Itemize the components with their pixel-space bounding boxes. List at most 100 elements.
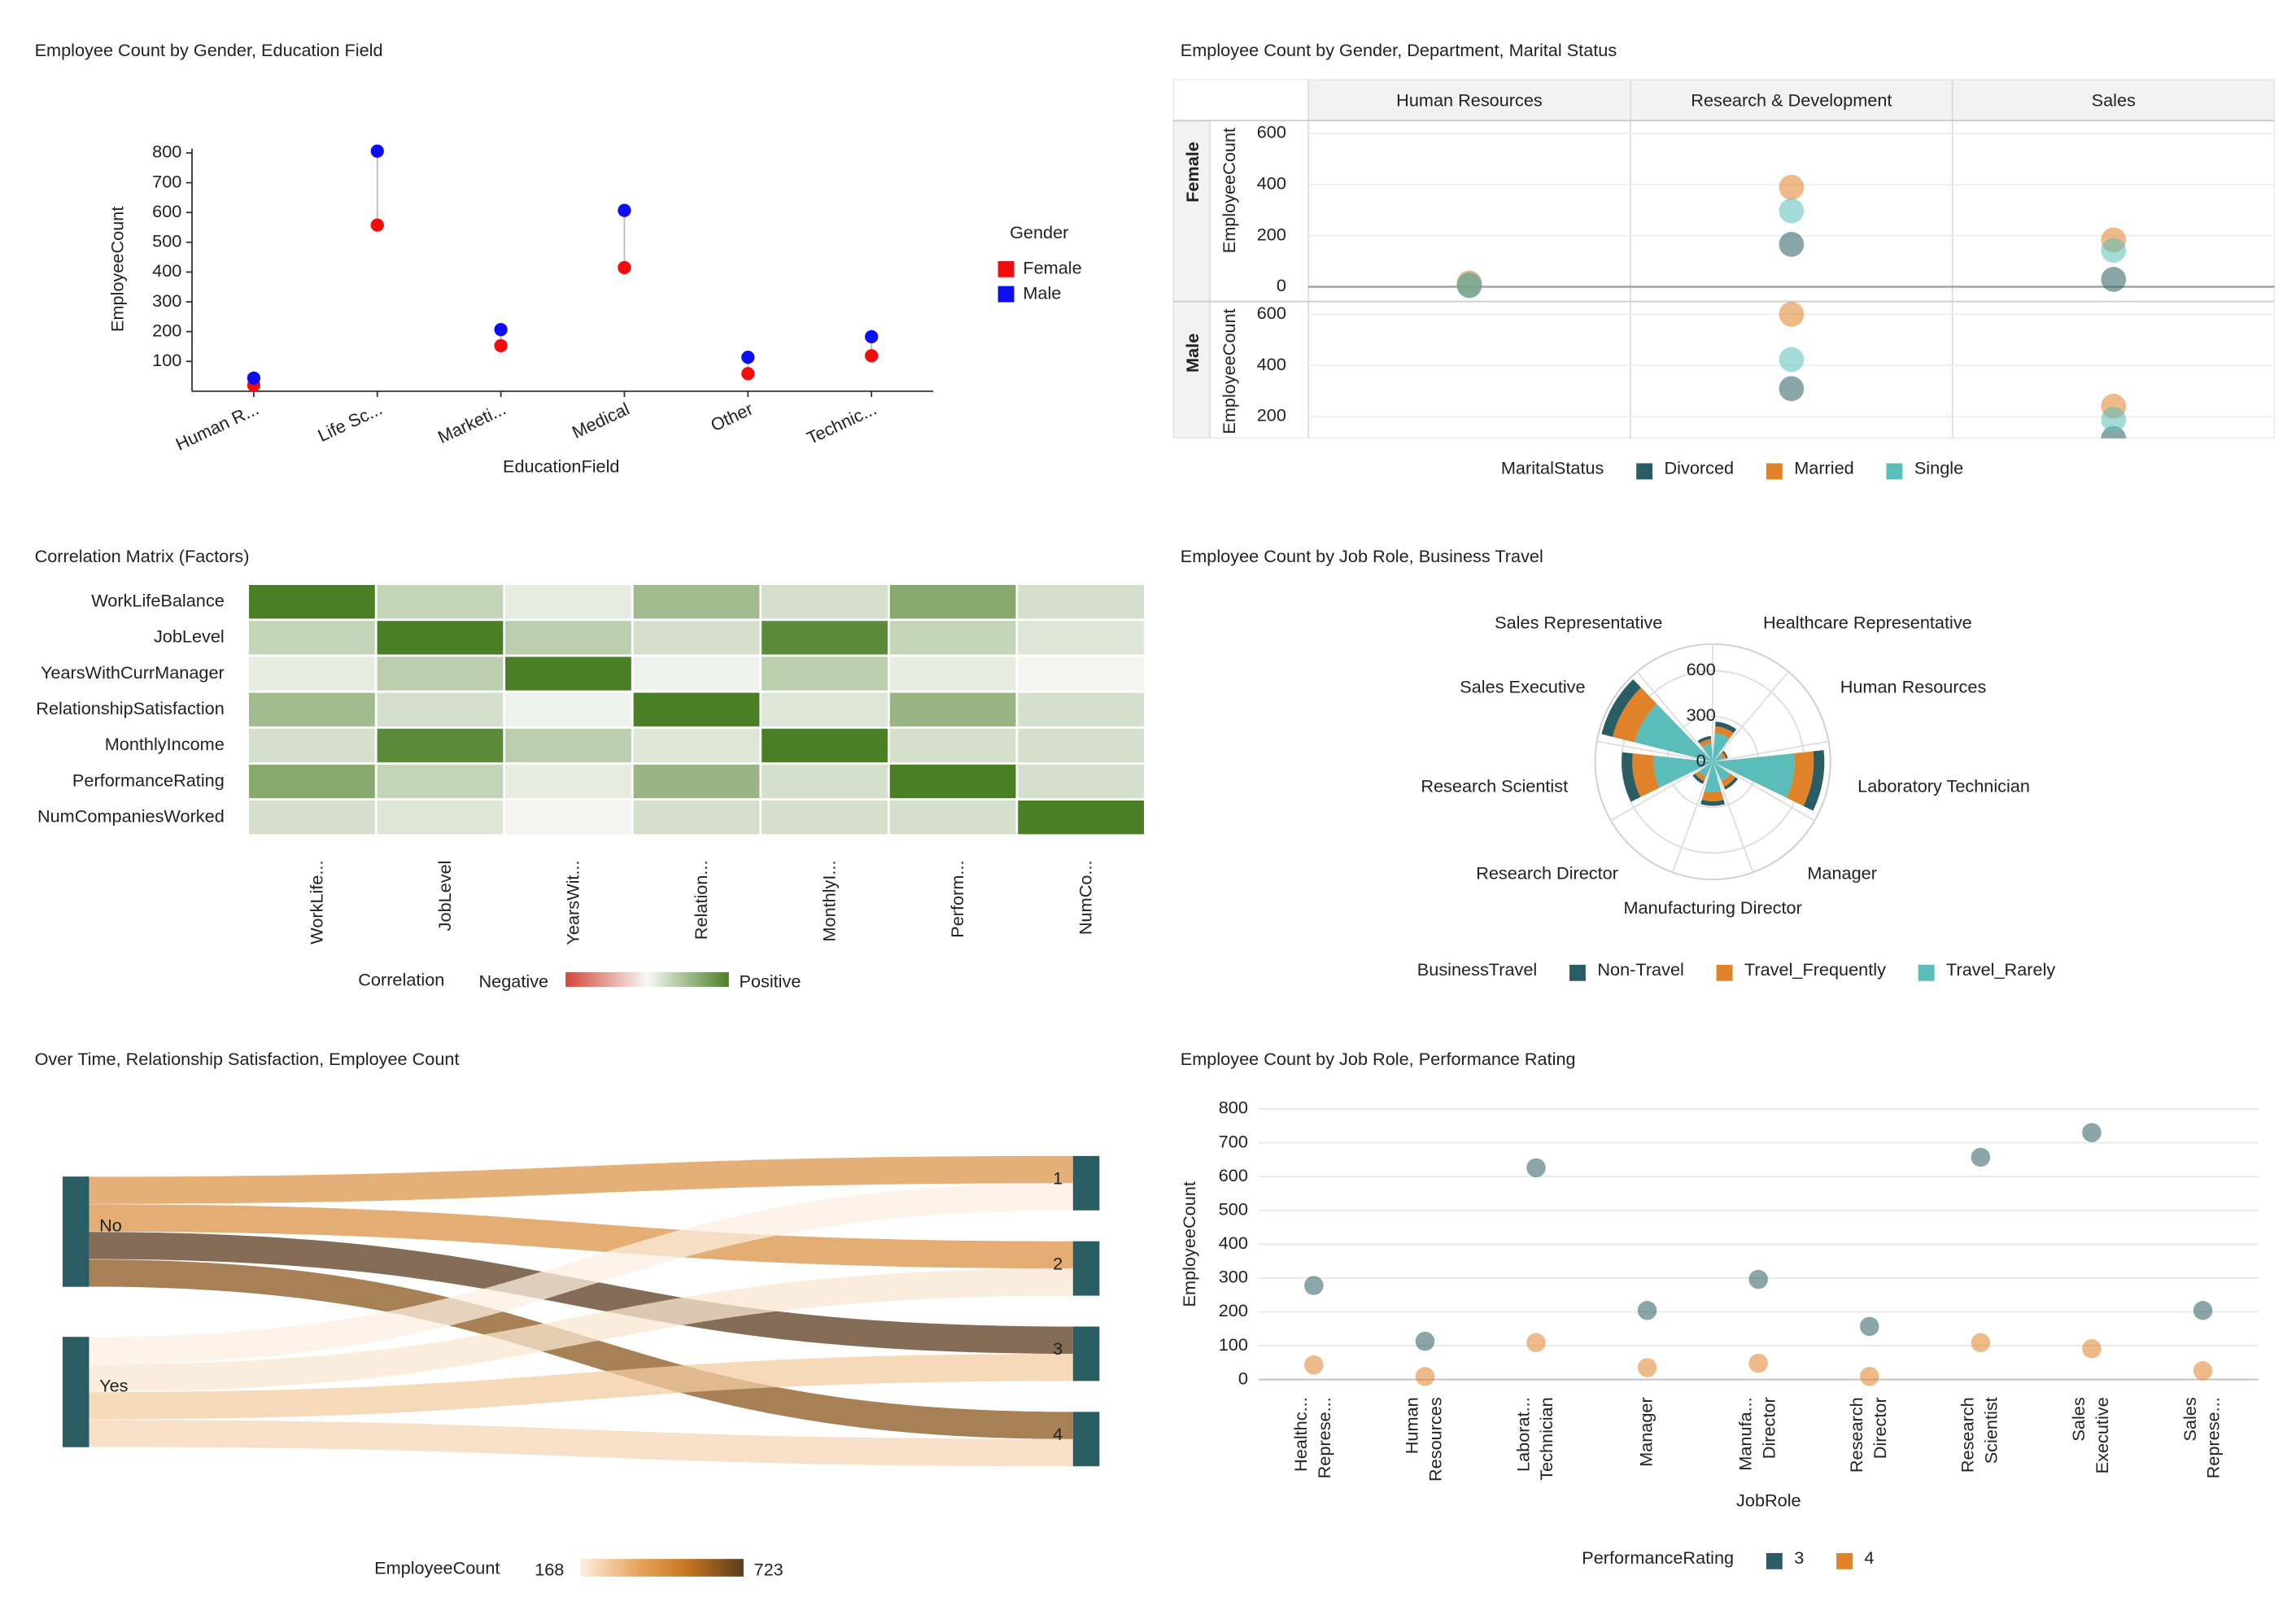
y-tick-label: 600 [1219,1165,1248,1185]
legend-label: Divorced [1665,457,1735,478]
point [2193,1361,2213,1381]
heat-cell [503,726,634,765]
category-label: Human Resources [1840,677,1987,697]
legend-swatch [1569,964,1586,981]
y-tick-label: 100 [152,350,181,370]
legend-label: Female [1023,258,1081,278]
point [370,218,384,232]
point [1415,1331,1435,1351]
point [1526,1333,1546,1353]
point [618,260,631,275]
node [62,1176,89,1287]
polar-bar [1697,735,1712,744]
point [1526,1158,1546,1178]
x-tick-label: Human [1402,1397,1422,1454]
point [741,350,755,364]
point [1971,1147,1991,1167]
column-header: Human Resources [1396,89,1543,110]
row-label: RelationshipSatisfaction [36,698,224,718]
heat-cell [247,618,378,657]
heat-cell [374,762,506,801]
spoke [1712,740,1829,763]
link [89,1204,1073,1269]
polar-bar [1622,752,1641,802]
point [1304,1276,1324,1295]
point [1860,1367,1879,1386]
point [1779,347,1805,373]
y-tick-label: 500 [1219,1198,1248,1219]
heat-cell [503,654,634,693]
legend-gradient [580,1559,744,1577]
link [89,1232,1073,1354]
point [2101,407,2127,432]
heat-cell [887,654,1019,693]
legend-label: Travel_Rarely [1946,959,2055,980]
link [89,1268,1073,1392]
polar-bar [1695,770,1706,782]
row-label: Male [1182,334,1203,373]
y-tick-label: 200 [1219,1300,1248,1320]
legend-min: 168 [535,1559,564,1579]
x-tick-label: Executive [2092,1397,2112,1473]
heat-cell [247,654,378,693]
legend-title: EmployeeCount [374,1558,500,1578]
heat-cell [631,690,762,729]
column-label: JobLevel [434,861,455,932]
heat-cell [887,618,1019,657]
y-tick-label: 0 [1277,456,1286,477]
y-tick-label: 700 [1219,1131,1248,1151]
legend-swatch [1836,1552,1853,1569]
legend-title: PerformanceRating [1582,1547,1734,1568]
polar-bar [1692,773,1705,784]
polar-bar [1699,739,1712,748]
node-label: Yes [99,1375,129,1395]
y-axis-title: EmployeeCount [1179,1181,1199,1307]
y-tick-label: 0 [1277,275,1286,295]
x-tick-label: Human R... [172,399,262,455]
polar-bar [1635,704,1713,762]
category-label: Manufacturing Director [1623,897,1801,918]
node [1072,1326,1100,1381]
spoke [1671,762,1714,873]
x-tick-label: Sales [2180,1397,2200,1441]
heat-cell [503,762,634,801]
heat-cell [247,690,378,729]
node [1072,1155,1100,1211]
point [1779,301,1805,327]
heat-cell [247,726,378,765]
node-label: No [99,1215,122,1235]
point [247,371,261,385]
x-tick-label: Technician [1536,1397,1556,1480]
y-tick-label: 700 [152,171,181,191]
legend-label: Single [1914,457,1963,478]
link [89,1353,1073,1420]
link [89,1259,1073,1439]
row-label: MonthlyIncome [105,734,225,754]
heat-cell [759,762,890,801]
heat-cell [1015,654,1146,693]
category-label: Sales Representative [1495,612,1662,632]
heat-cell [503,798,634,837]
point [1456,272,1482,298]
polar-bar [1713,733,1730,762]
polar-bar [1701,744,1713,762]
y-tick-label: 100 [1219,1334,1248,1355]
y-tick-label: 400 [1257,173,1286,194]
heat-cell [631,798,762,837]
legend-label: Male [1023,282,1061,303]
heat-cell [374,583,506,622]
polar-bar [1715,722,1737,733]
x-tick-label: Manufa... [1735,1397,1755,1470]
y-tick-label: 400 [1257,354,1286,374]
polar-bar [1632,753,1660,797]
legend-label: Travel_Frequently [1744,959,1886,980]
heat-cell [374,618,506,657]
polar-bar [1699,762,1713,778]
polar-bar [1701,791,1724,801]
point [2101,238,2127,263]
y-tick-label: 500 [152,231,181,251]
polar-bar [1723,777,1739,790]
polar-bar [1713,753,1795,798]
